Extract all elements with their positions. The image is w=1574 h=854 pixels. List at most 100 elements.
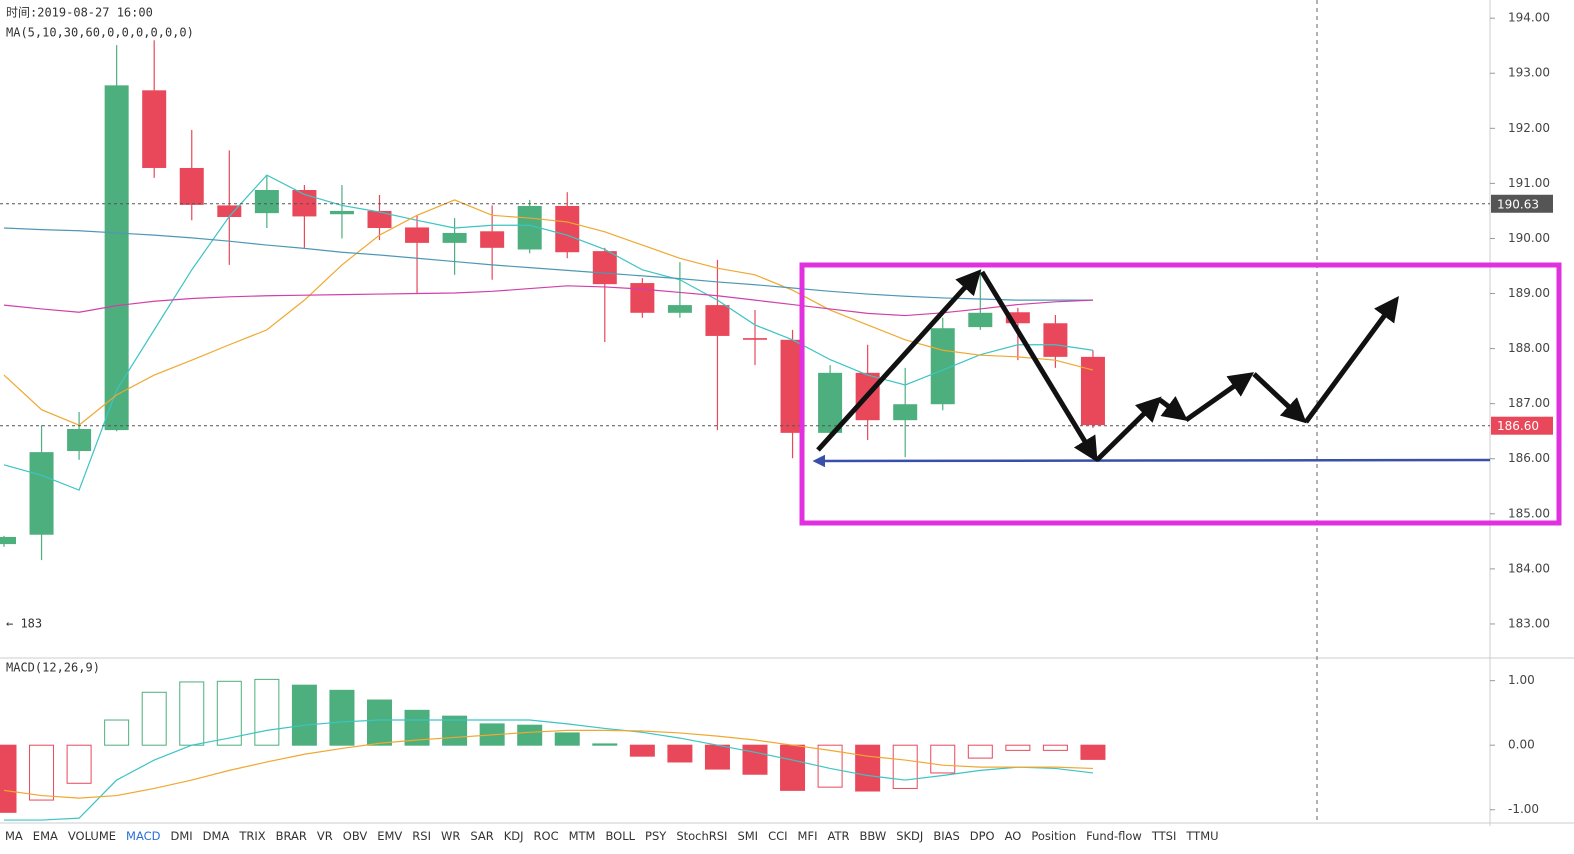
macd-bar [704, 744, 730, 770]
indicator-line [3, 227, 1093, 301]
y-tick-label: 183.00 [1508, 616, 1550, 630]
y-tick-label: 185.00 [1508, 506, 1550, 520]
indicator-tab[interactable]: StochRSI [676, 829, 728, 843]
candle-body [667, 305, 692, 313]
indicator-tab[interactable]: BBW [859, 829, 887, 843]
indicator-tabs: MA EMA VOLUME MACD DMI DMA TRIX BRAR VR OBV EMV RSI… [0, 826, 1574, 846]
indicator-tab[interactable]: MA [5, 829, 23, 843]
arrow [979, 270, 1098, 463]
arrow [1158, 396, 1188, 421]
macd-bar [0, 744, 17, 813]
indicator-line [3, 285, 1093, 317]
candle-body [743, 338, 767, 340]
candle-body [67, 429, 92, 452]
indicator-tab[interactable]: EMA [32, 829, 58, 843]
indicator-tab[interactable]: VOLUME [67, 829, 117, 843]
indicator-tab[interactable]: PSY [645, 829, 667, 843]
candle-body [442, 232, 467, 243]
arrow [816, 269, 982, 452]
y-tick-label: 184.00 [1508, 561, 1550, 575]
drawings [799, 262, 1562, 526]
indicator-tab[interactable]: MACD [126, 829, 161, 843]
y-tick-label: 190.00 [1508, 231, 1550, 245]
indicator-tab[interactable]: MFI [797, 829, 818, 843]
macd-bar [1080, 744, 1106, 760]
indicator-tab[interactable]: KDJ [503, 829, 524, 843]
macd-bar [780, 744, 806, 791]
macd-bar [179, 681, 205, 746]
candle-body [217, 205, 242, 217]
candle-body [893, 404, 918, 421]
y-tick-label: 1.00 [1508, 673, 1535, 687]
macd-bar [1042, 744, 1068, 751]
macd-bar [216, 680, 242, 746]
indicator-tab[interactable]: DMI [170, 829, 193, 843]
macd-bar [254, 678, 280, 746]
candle-body [29, 452, 54, 535]
arrow [1303, 295, 1399, 424]
arrow [1252, 372, 1307, 424]
indicator-tab[interactable]: TTMU [1186, 829, 1219, 843]
price-marker [1491, 194, 1553, 213]
candle-body [142, 90, 167, 168]
macd-bar [1005, 744, 1031, 751]
macd-bar [967, 744, 993, 759]
macd-bar [66, 744, 92, 784]
indicator-tab[interactable]: Fund-flow [1086, 829, 1142, 843]
indicator-tab[interactable]: RSI [412, 829, 431, 843]
candle-body [555, 205, 580, 253]
indicator-tab[interactable]: SKDJ [896, 829, 924, 843]
macd-bar [141, 691, 167, 746]
y-tick-label: 193.00 [1508, 66, 1550, 80]
price-marker [1491, 416, 1553, 435]
y-tick-label: 194.00 [1508, 11, 1550, 25]
indicator-tab[interactable]: TRIX [239, 829, 266, 843]
indicator-tab[interactable]: CCI [768, 829, 788, 843]
macd-bar [592, 743, 618, 746]
macd-bar [855, 744, 881, 792]
indicator-tab[interactable]: Position [1031, 829, 1077, 843]
indicator-tab[interactable]: DPO [969, 829, 995, 843]
y-tick-label: 186.00 [1508, 451, 1550, 465]
chart: 183.00 184.00 185.00 186.00 187.00 188.00 189.… [0, 0, 1574, 826]
macd-bar [667, 744, 693, 763]
macd-bar [554, 732, 580, 746]
macd-bar [367, 699, 392, 746]
indicator-tab[interactable]: MTM [568, 829, 596, 843]
time-label: 时间:2019-08-27 16:00 [6, 6, 153, 20]
candle-body [405, 227, 430, 243]
indicator-line [3, 174, 1094, 491]
y-tick-label: 192.00 [1508, 121, 1550, 135]
indicator-tab[interactable]: OBV [342, 829, 368, 843]
highlight-box [799, 262, 1562, 526]
indicator-tab[interactable]: ATR [827, 829, 850, 843]
indicator-tab[interactable]: TTSI [1151, 829, 1177, 843]
price-marker-label: 190.63 [1497, 197, 1539, 211]
y-tick-label: 188.00 [1508, 341, 1550, 355]
indicator-tab[interactable]: VR [316, 829, 333, 843]
candle-body [367, 210, 392, 228]
macd-bar [629, 744, 655, 757]
candle-body [179, 167, 204, 205]
macd-bar [291, 684, 317, 746]
indicator-tab[interactable]: AO [1004, 829, 1022, 843]
candle-body [818, 372, 843, 433]
candle-body [254, 189, 279, 214]
candle-body [592, 251, 617, 285]
indicator-tab[interactable]: SMI [737, 829, 759, 843]
price-marker-label: 186.60 [1497, 419, 1539, 433]
indicator-tab[interactable]: ROC [533, 829, 559, 843]
macd-bar [442, 715, 468, 746]
indicator-tab[interactable]: EMV [377, 829, 403, 843]
indicator-tab[interactable]: DMA [202, 829, 230, 843]
macd-bar [742, 744, 768, 775]
indicator-line [3, 729, 1093, 799]
indicator-line [4, 719, 1094, 821]
indicator-tab[interactable]: SAR [470, 829, 494, 843]
candle-body [705, 305, 730, 336]
indicator-tab[interactable]: BOLL [605, 829, 636, 843]
indicator-tab[interactable]: BRAR [275, 829, 307, 843]
indicator-tab[interactable]: BIAS [933, 829, 960, 843]
indicator-tab[interactable]: WR [440, 829, 461, 843]
